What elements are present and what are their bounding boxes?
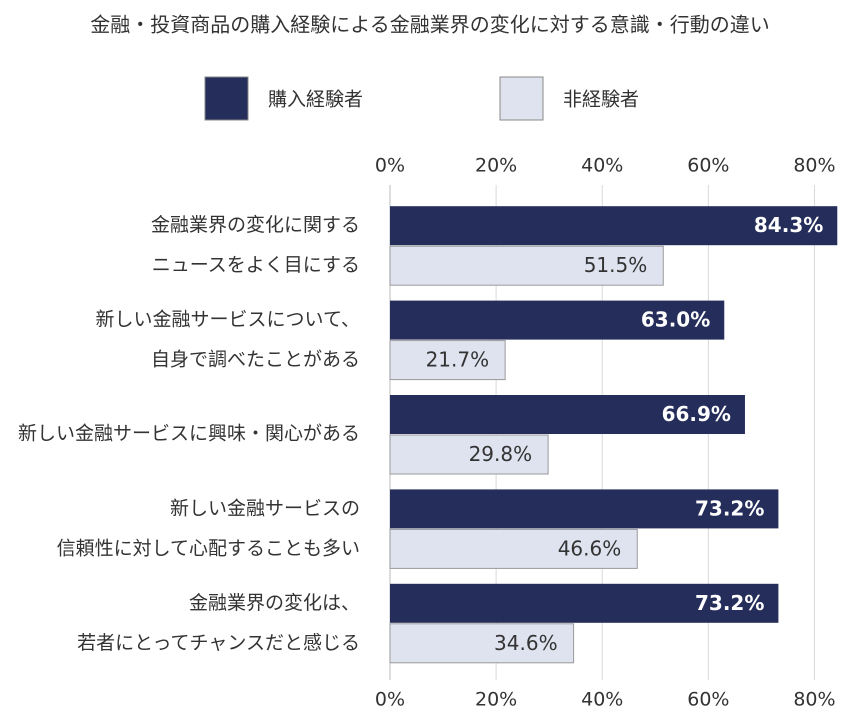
x-tick-label: 20% [475,689,517,711]
legend-label: 購入経験者 [268,89,363,111]
chart-title: 金融・投資商品の購入経験による金融業界の変化に対する意識・行動の違い [90,13,769,37]
bar [389,340,506,381]
legend-swatch [204,76,249,121]
value-label: 66.9% [662,402,731,426]
x-tick-label: 40% [581,155,623,177]
y-tick-label: 新しい金融サービスについて、 [96,309,360,331]
y-tick-label: 自身で調べたことがある [151,349,360,371]
x-tick-label: 0% [375,155,405,177]
x-tick-label: 80% [793,155,835,177]
y-tick-label: 金融業界の変化は、 [189,592,360,614]
legend-swatch [499,76,544,121]
bar [389,528,638,569]
value-label: 73.2% [695,591,764,615]
value-label: 63.0% [641,308,710,332]
value-label: 34.6% [494,631,558,655]
x-tick-label: 60% [687,689,729,711]
value-label: 51.5% [584,253,648,277]
y-tick-label: 若者にとってチャンスだと感じる [77,632,360,654]
x-tick-label: 20% [475,155,517,177]
value-label: 84.3% [754,213,823,237]
x-tick-label: 60% [687,155,729,177]
value-label: 73.2% [695,496,764,520]
bar [389,245,664,286]
bar [390,206,838,246]
bar [390,395,745,434]
x-tick-label: 80% [793,689,835,711]
x-tick-label: 40% [581,689,623,711]
y-tick-label: 信頼性に対して心配することも多い [57,537,360,559]
bar [389,434,549,475]
value-label: 46.6% [558,536,622,560]
value-label: 21.7% [426,348,490,372]
bar [389,623,575,664]
legend-label: 非経験者 [563,89,639,111]
y-tick-label: ニュースをよく目にする [152,254,360,276]
bar [390,489,779,529]
y-tick-label: 金融業界の変化に関する [151,214,360,236]
bar [390,300,725,340]
bar [390,583,779,623]
y-tick-label: 新しい金融サービスの [170,497,360,519]
x-tick-label: 0% [375,689,405,711]
y-tick-label: 新しい金融サービスに興味・関心がある [18,423,360,445]
value-label: 29.8% [469,442,533,466]
